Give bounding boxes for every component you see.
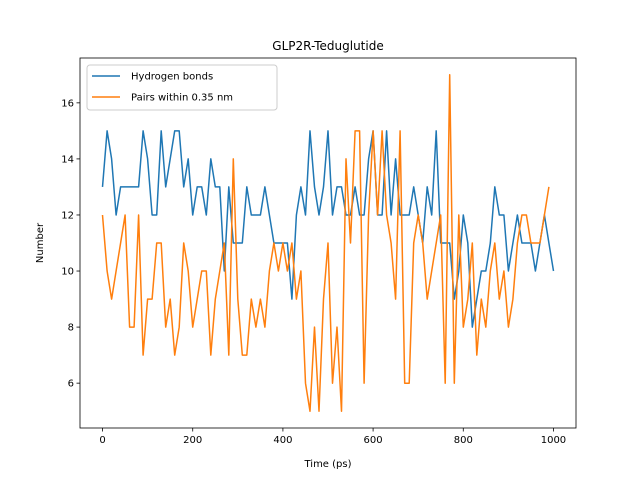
legend-label-2: Pairs within 0.35 nm: [131, 93, 233, 104]
y-tick-label: 10: [61, 267, 74, 278]
y-tick-label: 14: [61, 154, 74, 165]
series-layer: [101, 74, 555, 412]
x-tick-label: 200: [183, 435, 202, 446]
legend: Hydrogen bonds Pairs within 0.35 nm: [86, 64, 278, 111]
x-tick-label: 800: [454, 435, 473, 446]
y-tick-label: 6: [68, 379, 74, 390]
series-line-2: [101, 74, 550, 412]
series-line-1: [101, 130, 555, 328]
plot-frame: [79, 57, 577, 429]
x-tick-label: 600: [364, 435, 383, 446]
x-axis-label: Time (ps): [303, 459, 351, 470]
chart-title: GLP2R-Teduglutide: [272, 39, 383, 53]
y-tick-label: 12: [61, 210, 74, 221]
x-tick-label: 400: [273, 435, 292, 446]
legend-box: [86, 64, 278, 111]
x-tick-label: 1000: [541, 435, 566, 446]
y-axis-ticks: 6 8 10 12 14 16: [61, 98, 80, 390]
y-axis-label: Number: [35, 222, 46, 263]
y-tick-label: 8: [68, 323, 74, 334]
x-tick-label: 0: [99, 435, 105, 446]
y-tick-label: 16: [61, 98, 74, 109]
legend-label-1: Hydrogen bonds: [131, 72, 213, 83]
x-axis-ticks: 0 200 400 600 800 1000: [99, 428, 566, 446]
